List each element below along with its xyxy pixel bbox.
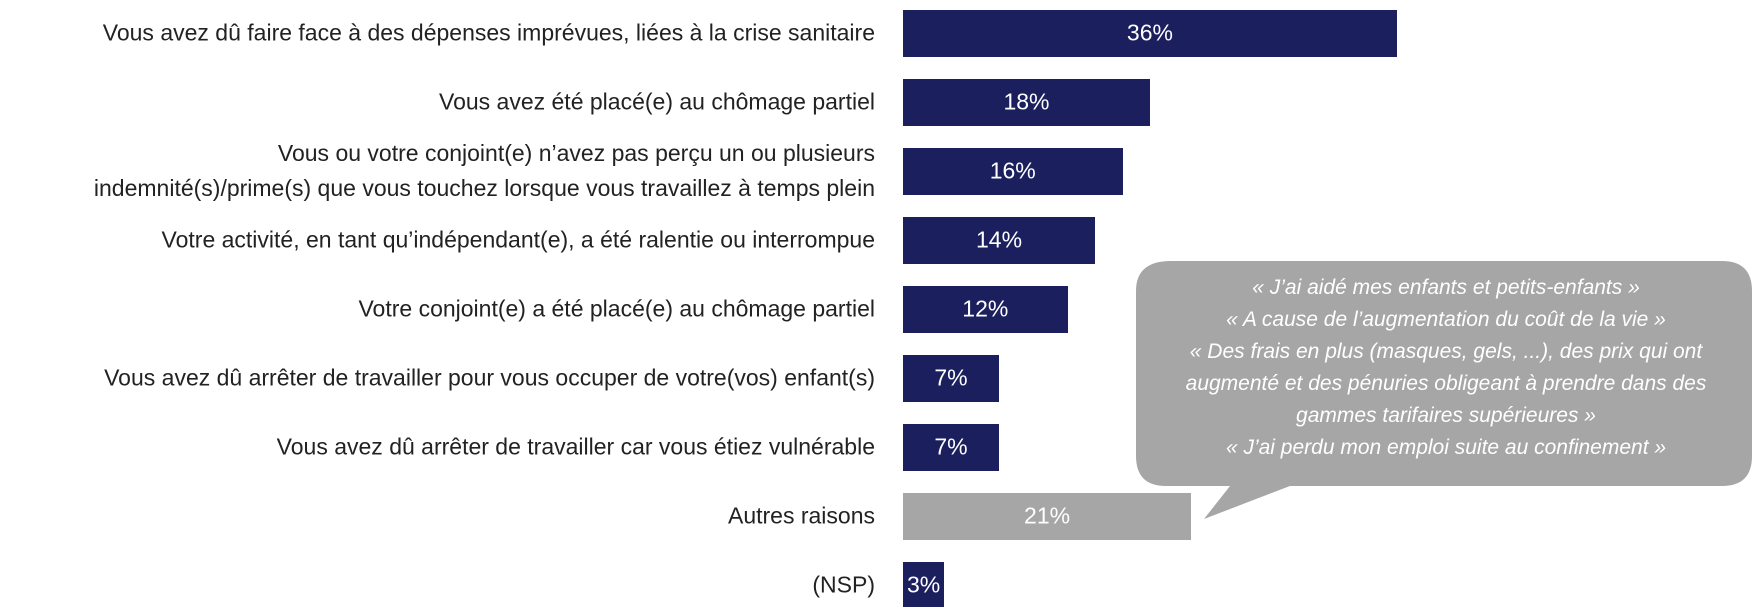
value-label: 36% xyxy=(1126,19,1173,46)
quote: « Des frais en plus (masques, gels, ...)… xyxy=(1185,340,1707,427)
category-label: Votre activité, en tant qu’indépendant(e… xyxy=(161,226,875,253)
bar xyxy=(903,423,1000,471)
bar xyxy=(903,9,1397,57)
value-label: 21% xyxy=(1024,502,1071,529)
bar xyxy=(903,492,1192,540)
quote: « A cause de l’augmentation du coût de l… xyxy=(1226,308,1666,331)
quote: « J’ai aidé mes enfants et petits-enfant… xyxy=(1252,276,1640,299)
value-label: 7% xyxy=(934,364,968,391)
callout-bubble xyxy=(1136,261,1752,519)
bar xyxy=(903,216,1096,264)
bar xyxy=(903,147,1123,195)
callout-text: « J’ai aidé mes enfants et petits-enfant… xyxy=(1146,272,1746,464)
bar xyxy=(903,285,1068,333)
category-label: (NSP) xyxy=(812,571,875,598)
category-label: Votre conjoint(e) a été placé(e) au chôm… xyxy=(358,295,875,322)
category-label: Vous avez dû faire face à des dépenses i… xyxy=(102,19,875,46)
bar xyxy=(903,78,1150,126)
bar xyxy=(903,561,945,607)
value-label: 16% xyxy=(989,157,1036,184)
category-label: Autres raisons xyxy=(727,502,875,529)
value-label: 7% xyxy=(934,433,968,460)
category-label: Vous avez été placé(e) au chômage partie… xyxy=(439,88,875,115)
value-label: 3% xyxy=(906,571,941,598)
category-label: Vous ou votre conjoint(e) n’avez pas per… xyxy=(93,140,875,201)
quote: « J’ai perdu mon emploi suite au confine… xyxy=(1225,436,1667,459)
value-label: 18% xyxy=(1003,88,1050,115)
value-label: 12% xyxy=(962,295,1009,322)
value-label: 14% xyxy=(976,226,1023,253)
category-label: Vous avez dû arrêter de travailler car v… xyxy=(276,433,875,460)
bar xyxy=(903,354,1000,402)
category-label: Vous avez dû arrêter de travailler pour … xyxy=(104,364,875,391)
